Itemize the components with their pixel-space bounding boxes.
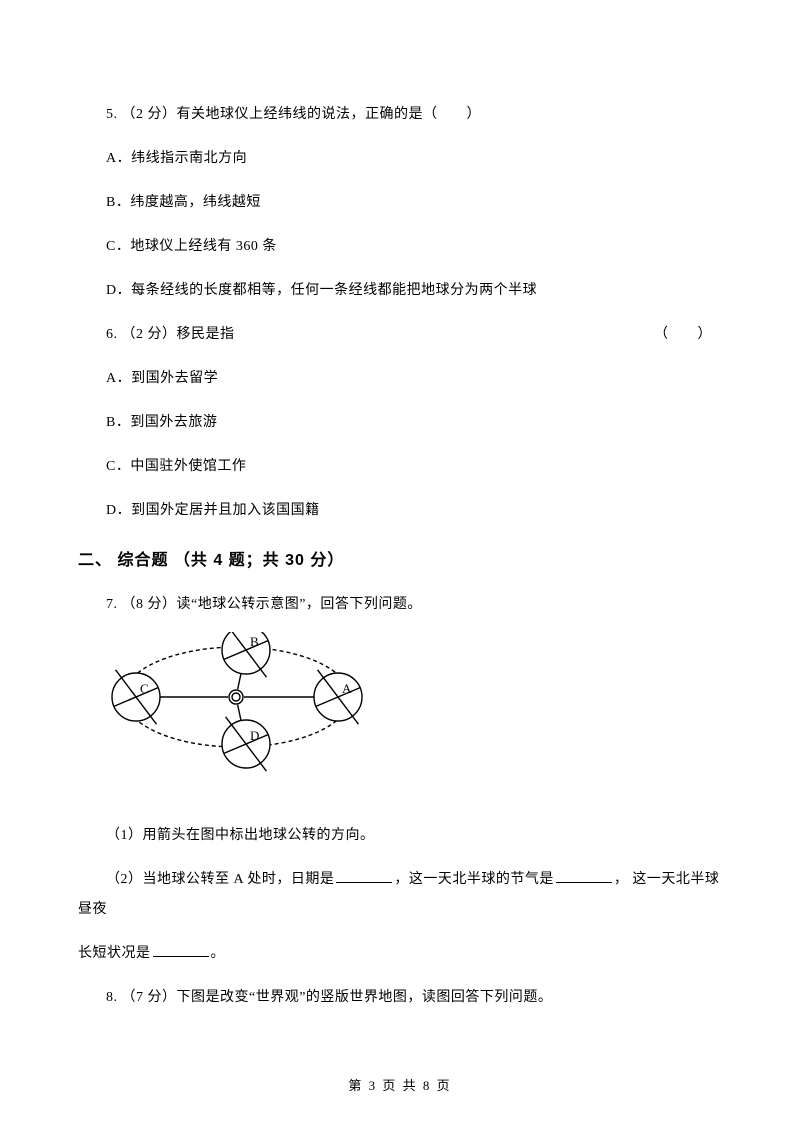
q7-sub2-e: 。 <box>211 946 226 961</box>
q8-stem: 8. （7 分）下图是改变“世界观”的竖版世界地图，读图回答下列问题。 <box>78 983 722 1013</box>
q5-opt-a: A．纬线指示南北方向 <box>78 150 722 168</box>
svg-text:D: D <box>250 728 259 743</box>
q6-stem-right: （ ） <box>654 326 712 344</box>
q6-stem: 6. （2 分）移民是指 （ ） <box>78 326 722 344</box>
q6-stem-left: 6. （2 分）移民是指 <box>106 326 235 344</box>
blank-2 <box>556 867 612 883</box>
q5-stem: 5. （2 分）有关地球仪上经纬线的说法，正确的是（ ） <box>78 106 722 124</box>
svg-text:A: A <box>342 681 352 696</box>
q7-sub2-line2: 长短状况是 。 <box>78 939 722 969</box>
q5-opt-b: B．纬度越高，纬线越短 <box>78 194 722 212</box>
section-2-title: 二、 综合题 （共 4 题；共 30 分） <box>78 546 722 570</box>
svg-text:C: C <box>140 681 149 696</box>
q5-opt-d: D．每条经线的长度都相等，任何一条经线都能把地球分为两个半球 <box>78 282 722 300</box>
blank-3 <box>153 941 209 957</box>
q7-sub2-line1: （2）当地球公转至 A 处时，日期是，这一天北半球的节气是， 这一天北半球昼夜 <box>78 865 722 925</box>
blank-1 <box>336 867 392 883</box>
q6-opt-b: B．到国外去旅游 <box>78 414 722 432</box>
q7-sub2-b: ，这一天北半球的节气是 <box>394 872 554 887</box>
q7-sub2-d: 长短状况是 <box>78 946 151 961</box>
q6-opt-c: C．中国驻外使馆工作 <box>78 458 722 476</box>
q6-opt-d: D．到国外定居并且加入该国国籍 <box>78 502 722 520</box>
q7-sub2-a: （2）当地球公转至 A 处时，日期是 <box>106 872 334 887</box>
q7-stem: 7. （8 分）读“地球公转示意图”，回答下列问题。 <box>78 596 722 614</box>
orbit-diagram: A B C D <box>106 632 376 772</box>
q7-diagram: A B C D <box>106 632 722 777</box>
q6-opt-a: A．到国外去留学 <box>78 370 722 388</box>
page-number: 第 3 页 共 8 页 <box>0 1075 800 1094</box>
svg-text:B: B <box>250 634 259 649</box>
q7-sub1: （1）用箭头在图中标出地球公转的方向。 <box>78 821 722 851</box>
q5-opt-c: C．地球仪上经线有 360 条 <box>78 238 722 256</box>
